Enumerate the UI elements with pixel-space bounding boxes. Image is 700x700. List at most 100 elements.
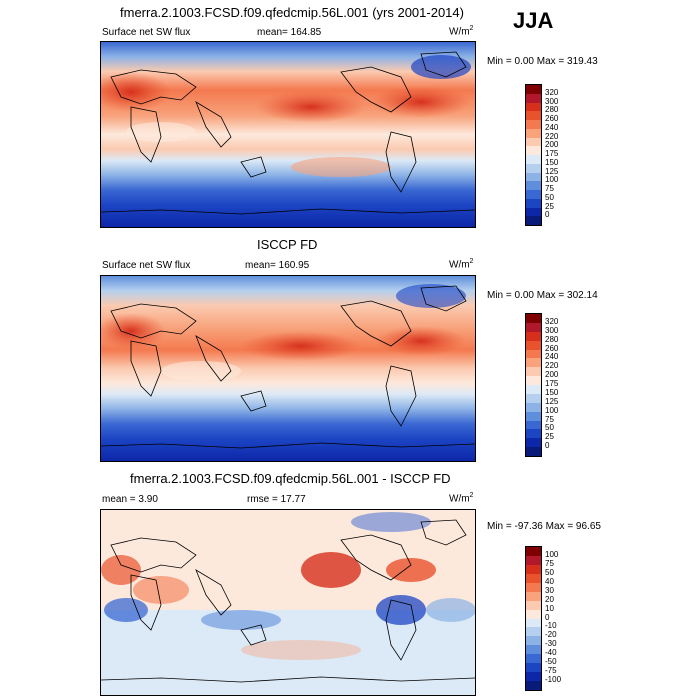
colorbar-swatch bbox=[526, 181, 541, 190]
colorbar-swatch bbox=[526, 216, 541, 225]
colorbar-tick-label: 280 bbox=[545, 334, 559, 344]
colorbar-tick-label: 25 bbox=[545, 432, 554, 442]
colorbar bbox=[525, 313, 542, 457]
units-label: W/m2 bbox=[449, 25, 474, 38]
colorbar-swatch bbox=[526, 609, 541, 619]
colorbar-swatch bbox=[526, 393, 541, 403]
colorbar-tick-label: 260 bbox=[545, 343, 559, 353]
difference-map bbox=[100, 509, 476, 696]
colorbar-swatch bbox=[526, 207, 541, 217]
min-max-label: Min = 0.00 Max = 302.14 bbox=[487, 290, 598, 301]
min-max-label: Min = 0.00 Max = 319.43 bbox=[487, 56, 598, 67]
variable-label: Surface net SW flux bbox=[102, 27, 191, 38]
colorbar-tick-label: 0 bbox=[545, 441, 550, 451]
colorbar-tick-label: -40 bbox=[545, 648, 557, 658]
colorbar-swatch bbox=[526, 555, 541, 565]
colorbar-tick-label: 300 bbox=[545, 325, 559, 335]
colorbar-tick-label: 125 bbox=[545, 396, 559, 406]
colorbar-tick-label: 50 bbox=[545, 567, 554, 577]
units-label: W/m2 bbox=[449, 258, 474, 271]
colorbar-swatch bbox=[526, 636, 541, 646]
colorbar-swatch bbox=[526, 627, 541, 637]
colorbar-swatch bbox=[526, 447, 541, 456]
colorbar-tick-label: 240 bbox=[545, 352, 559, 362]
colorbar-swatch bbox=[526, 163, 541, 173]
panel-title: fmerra.2.1003.FCSD.f09.qfedcmip.56L.001 … bbox=[120, 5, 464, 20]
colorbar-tick-label: 320 bbox=[545, 316, 559, 326]
colorbar-swatch bbox=[526, 402, 541, 412]
colorbar-tick-label: 320 bbox=[545, 87, 559, 97]
colorbar-tick-label: 0 bbox=[545, 612, 550, 622]
colorbar-swatch bbox=[526, 429, 541, 439]
colorbar-tick-label: 30 bbox=[545, 585, 554, 595]
colorbar-tick-label: -100 bbox=[545, 675, 562, 685]
mean-label: mean = 3.90 bbox=[102, 494, 158, 505]
colorbar-tick-label: 280 bbox=[545, 105, 559, 115]
colorbar-tick-label: -10 bbox=[545, 621, 557, 631]
colorbar bbox=[525, 546, 542, 691]
colorbar-tick-label: 200 bbox=[545, 370, 559, 380]
colorbar-swatch bbox=[526, 146, 541, 155]
colorbar-swatch bbox=[526, 438, 541, 448]
colorbar bbox=[525, 84, 542, 226]
colorbar-swatch bbox=[526, 376, 541, 385]
observations-map bbox=[100, 275, 476, 462]
colorbar-tick-label: 10 bbox=[545, 603, 554, 613]
colorbar-tick-label: 220 bbox=[545, 361, 559, 371]
colorbar-swatch bbox=[526, 358, 541, 368]
colorbar-swatch bbox=[526, 137, 541, 147]
colorbar-swatch bbox=[526, 172, 541, 182]
colorbar-tick-label: 175 bbox=[545, 379, 559, 388]
colorbar-swatch bbox=[526, 102, 541, 112]
season-label: JJA bbox=[513, 8, 554, 33]
colorbar-tick-label: -20 bbox=[545, 630, 557, 640]
colorbar-tick-label: 200 bbox=[545, 140, 559, 150]
colorbar-tick-label: -75 bbox=[545, 666, 557, 676]
colorbar-swatch bbox=[526, 600, 541, 610]
colorbar-tick-label: 50 bbox=[545, 423, 554, 433]
colorbar-swatch bbox=[526, 85, 541, 94]
colorbar-swatch bbox=[526, 340, 541, 350]
colorbar-swatch bbox=[526, 681, 541, 690]
colorbar-swatch bbox=[526, 367, 541, 377]
colorbar-swatch bbox=[526, 93, 541, 103]
colorbar-tick-label: 25 bbox=[545, 201, 554, 211]
colorbar-swatch bbox=[526, 591, 541, 601]
colorbar-swatch bbox=[526, 385, 541, 394]
colorbar-tick-label: 100 bbox=[545, 405, 559, 415]
colorbar-swatch bbox=[526, 155, 541, 164]
colorbar-tick-label: 240 bbox=[545, 122, 559, 132]
colorbar-tick-label: 20 bbox=[545, 594, 554, 604]
colorbar-tick-label: 260 bbox=[545, 114, 559, 123]
colorbar-swatch bbox=[526, 420, 541, 430]
colorbar-tick-label: 100 bbox=[545, 175, 559, 185]
colorbar-swatch bbox=[526, 618, 541, 628]
colorbar-tick-label: -30 bbox=[545, 639, 557, 649]
colorbar-tick-label: 150 bbox=[545, 157, 559, 167]
colorbar-tick-label: 75 bbox=[545, 184, 554, 193]
colorbar-swatch bbox=[526, 663, 541, 673]
colorbar-swatch bbox=[526, 190, 541, 199]
rmse-label: rmse = 17.77 bbox=[247, 494, 306, 505]
colorbar-swatch bbox=[526, 349, 541, 359]
colorbar-tick-label: 100 bbox=[545, 549, 559, 559]
colorbar-swatch bbox=[526, 645, 541, 655]
colorbar-swatch bbox=[526, 564, 541, 574]
panel-title: fmerra.2.1003.FCSD.f09.qfedcmip.56L.001 … bbox=[130, 471, 451, 486]
colorbar-tick-label: 50 bbox=[545, 192, 554, 202]
colorbar-tick-label: 175 bbox=[545, 149, 559, 158]
colorbar-tick-label: 150 bbox=[545, 387, 559, 397]
colorbar-swatch bbox=[526, 128, 541, 138]
variable-label: Surface net SW flux bbox=[102, 260, 191, 271]
colorbar-swatch bbox=[526, 198, 541, 208]
mean-label: mean= 164.85 bbox=[257, 27, 322, 38]
model-map bbox=[100, 41, 476, 228]
colorbar-tick-label: 40 bbox=[545, 576, 554, 586]
units-label: W/m2 bbox=[449, 492, 474, 505]
colorbar-tick-label: 220 bbox=[545, 131, 559, 141]
colorbar-swatch bbox=[526, 111, 541, 120]
colorbar-swatch bbox=[526, 654, 541, 664]
colorbar-swatch bbox=[526, 573, 541, 583]
colorbar-tick-label: 75 bbox=[545, 558, 554, 568]
colorbar-swatch bbox=[526, 672, 541, 682]
